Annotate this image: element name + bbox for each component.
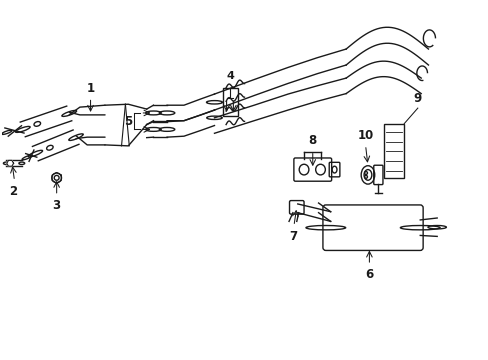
Text: 9: 9 <box>413 92 421 105</box>
Text: 6: 6 <box>365 268 373 282</box>
Text: 1: 1 <box>86 82 94 95</box>
Text: 4: 4 <box>225 71 233 81</box>
Bar <box>383 123 404 178</box>
Text: 10: 10 <box>357 129 373 142</box>
Text: 3: 3 <box>53 199 61 212</box>
Text: 8: 8 <box>308 134 316 147</box>
Polygon shape <box>7 160 14 166</box>
Text: 7: 7 <box>288 230 296 243</box>
Text: 2: 2 <box>9 185 17 198</box>
Text: 5: 5 <box>123 115 132 128</box>
Bar <box>222 88 238 116</box>
